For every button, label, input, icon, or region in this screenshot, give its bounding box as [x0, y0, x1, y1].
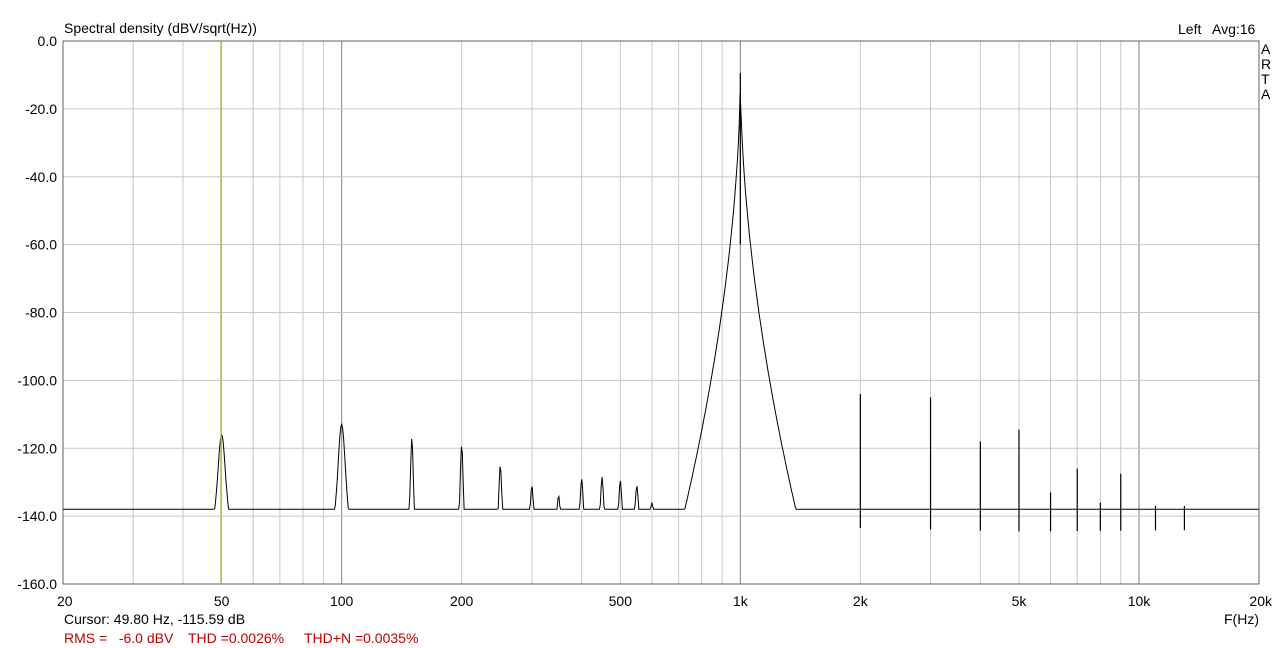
- cursor-readout: Cursor: 49.80 Hz, -115.59 dB: [64, 611, 245, 627]
- plot-frame: [62, 40, 1260, 585]
- channel-label: Left: [1178, 21, 1201, 37]
- thdn-readout: THD+N =0.0035%: [304, 630, 418, 646]
- x-tick-label: 20k: [1249, 593, 1273, 609]
- x-tick-label: 50: [214, 593, 230, 609]
- arta-logo: A R T A: [1261, 41, 1271, 102]
- x-tick-label: 100: [330, 593, 354, 609]
- rms-readout: RMS = -6.0 dBV: [64, 630, 174, 646]
- y-tick-label: -100.0: [17, 372, 57, 388]
- thd-readout: THD =0.0026%: [188, 630, 284, 646]
- y-tick-label: 0.0: [38, 33, 58, 49]
- arta-letter: R: [1261, 56, 1271, 72]
- avg-label: Avg:16: [1212, 21, 1256, 37]
- x-tick-label: 20: [57, 593, 73, 609]
- x-tick-label: 5k: [1012, 593, 1028, 609]
- x-tick-label: 1k: [733, 593, 749, 609]
- arta-letter: A: [1261, 86, 1271, 102]
- y-tick-label: -60.0: [25, 237, 57, 253]
- arta-letter: T: [1261, 71, 1270, 87]
- x-tick-label: 10k: [1128, 593, 1152, 609]
- x-axis-label: F(Hz): [1224, 611, 1259, 627]
- spectrum-trace: [63, 93, 1259, 510]
- tick-labels: 0.0 -20.0 -40.0 -60.0 -80.0 -100.0 -120.0 -140.…: [17, 33, 1273, 609]
- trace-layer: [63, 73, 1259, 532]
- y-tick-label: -140.0: [17, 508, 57, 524]
- y-tick-label: -40.0: [25, 169, 57, 185]
- grid: [62, 40, 1260, 585]
- y-tick-label: -80.0: [25, 305, 57, 321]
- y-tick-label: -20.0: [25, 101, 57, 117]
- y-tick-label: -120.0: [17, 440, 57, 456]
- x-tick-label: 500: [609, 593, 633, 609]
- chart-title: Spectral density (dBV/sqrt(Hz)): [64, 20, 257, 36]
- x-tick-label: 200: [450, 593, 474, 609]
- y-tick-label: -160.0: [17, 576, 57, 592]
- arta-letter: A: [1261, 41, 1271, 57]
- x-tick-label: 2k: [853, 593, 869, 609]
